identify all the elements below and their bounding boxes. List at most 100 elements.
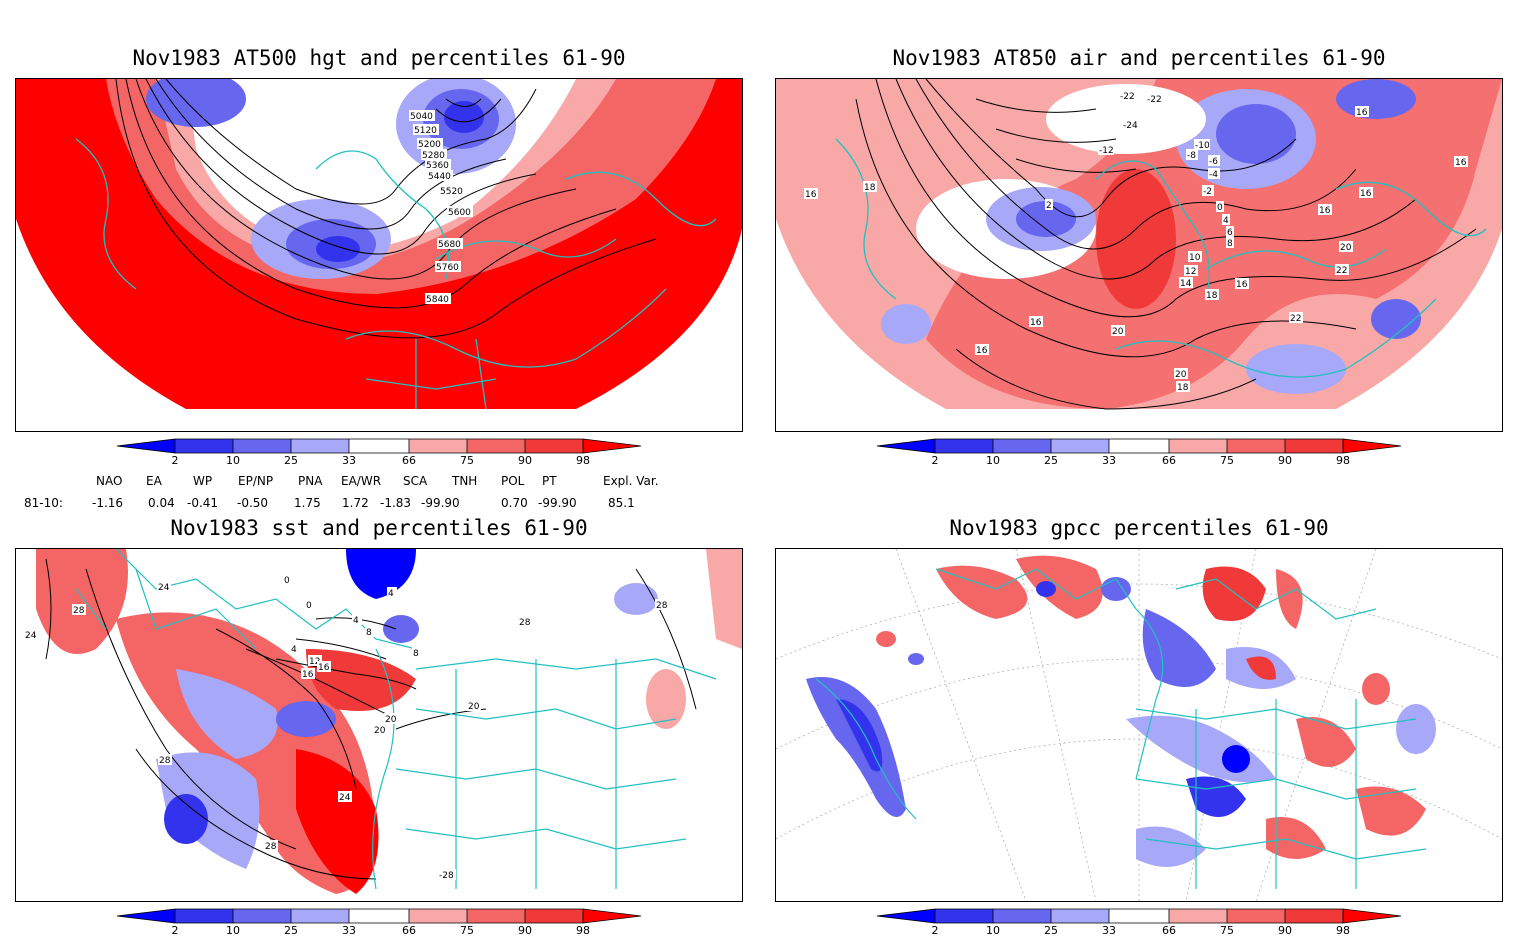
colorbar-segment-1 xyxy=(993,439,1051,453)
contour-label: 2 xyxy=(1046,201,1052,211)
colorbar-segment-0 xyxy=(935,439,993,453)
index-header: EP/NP xyxy=(238,474,274,488)
contour-label: -24 xyxy=(1123,121,1138,131)
blue-east xyxy=(614,583,658,615)
contour-label: 18 xyxy=(864,183,876,193)
contour-label: 4 xyxy=(291,645,297,655)
contour-label: 16 xyxy=(1360,189,1372,199)
colorbar-segment-3 xyxy=(349,909,409,923)
contour-label: 8 xyxy=(366,628,372,638)
index-header: WP xyxy=(193,474,213,488)
colorbar-segment-5 xyxy=(1227,909,1285,923)
contour-label: 5200 xyxy=(418,140,441,150)
colorbar-tick-label: 75 xyxy=(1220,454,1234,467)
low-anomaly-2-inner xyxy=(444,101,484,133)
colorbar-segment-0 xyxy=(175,909,233,923)
contour-label: 28 xyxy=(73,606,85,616)
colorbar-segment-6 xyxy=(525,439,583,453)
temp-contours xyxy=(855,79,1477,410)
colorbar-outline xyxy=(116,438,642,454)
contour-label: 28 xyxy=(265,842,277,852)
index-header: POL xyxy=(501,474,525,488)
index-value: -99.90 xyxy=(538,496,577,510)
contour-label: 14 xyxy=(1180,279,1192,289)
contour-label: 5840 xyxy=(426,295,449,305)
contour-label: 8 xyxy=(413,649,419,659)
colorbar-segment-4 xyxy=(409,439,467,453)
colorbar-tick-label: 25 xyxy=(284,454,298,467)
blue-core xyxy=(276,701,336,737)
index-value: 1.75 xyxy=(294,496,321,510)
colorbar-segment-0 xyxy=(175,439,233,453)
index-header: PT xyxy=(542,474,557,488)
contour-label: 20 xyxy=(468,702,480,712)
contour-label: -8 xyxy=(1187,151,1196,161)
colorbar-tick-label: 66 xyxy=(402,924,416,937)
colorbar-segment-1 xyxy=(233,909,291,923)
colorbar-segment-2 xyxy=(291,439,349,453)
blue-southwest-core xyxy=(164,794,208,844)
index-header: NAO xyxy=(96,474,123,488)
colorbar-tick-label: 98 xyxy=(576,454,590,467)
colorbar-tick-label: 75 xyxy=(460,924,474,937)
contour-label: 5600 xyxy=(448,208,471,218)
contour-label: 20 xyxy=(385,715,397,725)
colorbar-tick-label: 66 xyxy=(402,454,416,467)
cold-anomaly-6 xyxy=(881,304,931,344)
blue-light-area xyxy=(176,669,278,759)
contour-label: 16 xyxy=(318,663,330,673)
colorbar-arrow-high xyxy=(1343,439,1401,453)
colorbar-tick-label: 90 xyxy=(1278,454,1292,467)
panel-3-title: Nov1983 sst and percentiles 61-90 xyxy=(170,516,588,540)
contour-label: 20 xyxy=(1112,327,1124,337)
colorbar-tick-label: 2 xyxy=(171,924,179,937)
colorbar-tick-label: 33 xyxy=(342,924,356,937)
contour-label: 16 xyxy=(302,670,314,680)
contour-label: 16 xyxy=(805,190,817,200)
index-value: 85.1 xyxy=(608,496,635,510)
map-panel-gpcc xyxy=(775,548,1503,902)
colorbar-segment-1 xyxy=(993,909,1051,923)
panel-4-title: Nov1983 gpcc percentiles 61-90 xyxy=(949,516,1329,540)
map-panel-sst: 24 28 24 0 0 4 4 8 4 8 12 16 20 20 24 28… xyxy=(15,548,743,902)
colorbar-segment-6 xyxy=(1285,909,1343,923)
contour-label: 0 xyxy=(284,576,290,586)
contour-label: 12 xyxy=(1185,267,1196,277)
contour-label: 6 xyxy=(1227,228,1233,238)
colorbar-segment-1 xyxy=(233,439,291,453)
colorbar-tick-label: 2 xyxy=(931,924,939,937)
contour-label: 4 xyxy=(1223,216,1229,226)
colorbar-segment-6 xyxy=(525,909,583,923)
contour-label: 4 xyxy=(388,589,394,599)
contour-label: 18 xyxy=(1177,383,1189,393)
contour-label: 24 xyxy=(25,631,37,641)
colorbar-segment-5 xyxy=(467,439,525,453)
low-anomaly-1-inner xyxy=(316,236,360,262)
index-value: 1.72 xyxy=(342,496,369,510)
colorbar-tick-label: 33 xyxy=(1102,924,1116,937)
index-value: -1.83 xyxy=(380,496,412,510)
index-header: SCA xyxy=(403,474,428,488)
index-row-label: 81-10: xyxy=(24,496,63,510)
contour-label: 0 xyxy=(1217,203,1223,213)
cold-anomaly-1-core xyxy=(1016,201,1076,237)
colorbar-tick-label: 25 xyxy=(1044,454,1058,467)
contour-label: -12 xyxy=(1099,146,1114,156)
colorbar-tick-label: 2 xyxy=(171,454,179,467)
contour-label: 16 xyxy=(1319,206,1331,216)
contour-label: 18 xyxy=(1206,291,1218,301)
contour-label: -6 xyxy=(1209,157,1218,167)
colorbar-tick-label: 98 xyxy=(1336,454,1350,467)
colorbar-segment-2 xyxy=(1051,909,1109,923)
teleconnection-indices: NAO EA WP EP/NP PNA EA/WR SCA TNH POL PT… xyxy=(0,474,760,514)
red-east xyxy=(646,669,686,729)
colorbar-segment-2 xyxy=(291,909,349,923)
colorbar-tick-label: 10 xyxy=(986,924,1000,937)
colorbar-arrow-low xyxy=(877,909,935,923)
panel-2-title: Nov1983 AT850 air and percentiles 61-90 xyxy=(892,46,1386,70)
contour-label: -10 xyxy=(1195,141,1210,151)
colorbar-segment-3 xyxy=(349,439,409,453)
contour-label: 16 xyxy=(1356,108,1368,118)
contour-labels: -22 -22 -24 -12 -10 -8 -6 -4 -2 0 2 4 6 … xyxy=(804,90,1468,393)
index-header: EA xyxy=(146,474,162,488)
